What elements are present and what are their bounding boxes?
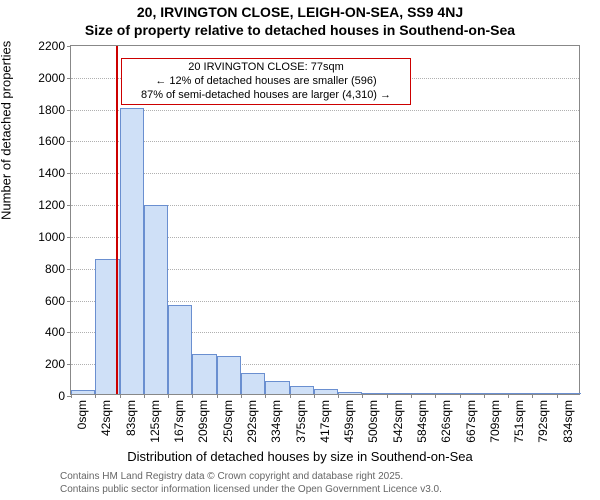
x-tick-label: 125sqm [148,400,162,443]
y-tick-label: 400 [45,325,71,339]
y-tick-label: 1600 [38,134,71,148]
x-tick-label: 709sqm [488,400,502,443]
histogram-bar [484,393,508,394]
y-tick-label: 1800 [38,103,71,117]
x-tick-mark [71,394,72,398]
annotation-line: 20 IRVINGTON CLOSE: 77sqm [128,61,404,75]
histogram-bar [435,393,459,394]
y-tick-label: 600 [45,294,71,308]
histogram-bar [362,393,386,394]
x-tick-label: 626sqm [439,400,453,443]
x-tick-mark [168,394,169,398]
y-tick-label: 800 [45,262,71,276]
x-tick-label: 0sqm [75,400,89,429]
annotation-line: 87% of semi-detached houses are larger (… [128,89,404,103]
x-tick-label: 42sqm [99,400,113,436]
x-tick-mark [435,394,436,398]
x-tick-mark [265,394,266,398]
x-tick-label: 542sqm [391,400,405,443]
histogram-bar [508,393,532,394]
x-tick-label: 834sqm [561,400,575,443]
x-tick-label: 667sqm [464,400,478,443]
x-tick-label: 375sqm [294,400,308,443]
x-tick-label: 751sqm [512,400,526,443]
histogram-bar [557,393,581,394]
histogram-bar [290,386,314,394]
chart-container: 20, IRVINGTON CLOSE, LEIGH-ON-SEA, SS9 4… [0,0,600,500]
x-tick-mark [120,394,121,398]
histogram-bar [387,393,411,394]
x-tick-mark [508,394,509,398]
histogram-bar [217,356,241,394]
x-tick-mark [217,394,218,398]
x-tick-mark [192,394,193,398]
histogram-bar [71,390,95,394]
x-tick-label: 167sqm [172,400,186,443]
x-tick-mark [338,394,339,398]
y-tick-label: 2000 [38,71,71,85]
x-tick-mark [290,394,291,398]
y-tick-label: 2200 [38,39,71,53]
histogram-bar [265,381,289,394]
x-tick-mark [411,394,412,398]
histogram-bar [192,354,216,394]
x-tick-mark [460,394,461,398]
histogram-bar [532,393,556,394]
x-tick-mark [95,394,96,398]
annotation-box: 20 IRVINGTON CLOSE: 77sqm← 12% of detach… [121,58,411,105]
y-tick-label: 1400 [38,166,71,180]
x-tick-mark [532,394,533,398]
x-tick-label: 584sqm [415,400,429,443]
histogram-bar [241,373,265,394]
x-tick-mark [241,394,242,398]
histogram-bar [168,305,192,394]
histogram-bar [120,108,144,394]
y-tick-label: 1200 [38,198,71,212]
histogram-bar [314,389,338,394]
x-tick-mark [387,394,388,398]
reference-line [116,46,118,394]
x-tick-label: 792sqm [536,400,550,443]
y-gridline [71,173,579,174]
histogram-bar [144,205,168,394]
x-tick-label: 500sqm [366,400,380,443]
y-tick-label: 0 [58,389,71,403]
y-axis-label: Number of detached properties [0,41,14,220]
x-tick-mark [484,394,485,398]
x-tick-mark [314,394,315,398]
x-tick-label: 334sqm [269,400,283,443]
y-gridline [71,141,579,142]
x-axis-label: Distribution of detached houses by size … [0,449,600,464]
y-tick-label: 200 [45,357,71,371]
attribution-line2: Contains public sector information licen… [60,484,442,497]
annotation-line: ← 12% of detached houses are smaller (59… [128,75,404,89]
x-tick-label: 292sqm [245,400,259,443]
histogram-bar [411,393,435,394]
chart-title-line1: 20, IRVINGTON CLOSE, LEIGH-ON-SEA, SS9 4… [0,4,600,20]
plot-area: 0200400600800100012001400160018002000220… [70,45,580,395]
x-tick-label: 417sqm [318,400,332,443]
histogram-bar [460,393,484,394]
x-tick-label: 209sqm [196,400,210,443]
x-tick-label: 459sqm [342,400,356,443]
attribution-text: Contains HM Land Registry data © Crown c… [60,471,442,496]
attribution-line1: Contains HM Land Registry data © Crown c… [60,471,442,484]
y-tick-label: 1000 [38,230,71,244]
x-tick-label: 250sqm [221,400,235,443]
x-tick-mark [144,394,145,398]
histogram-bar [338,392,362,394]
x-tick-mark [557,394,558,398]
x-tick-label: 83sqm [124,400,138,436]
x-tick-mark [362,394,363,398]
y-gridline [71,110,579,111]
chart-title-line2: Size of property relative to detached ho… [0,22,600,38]
